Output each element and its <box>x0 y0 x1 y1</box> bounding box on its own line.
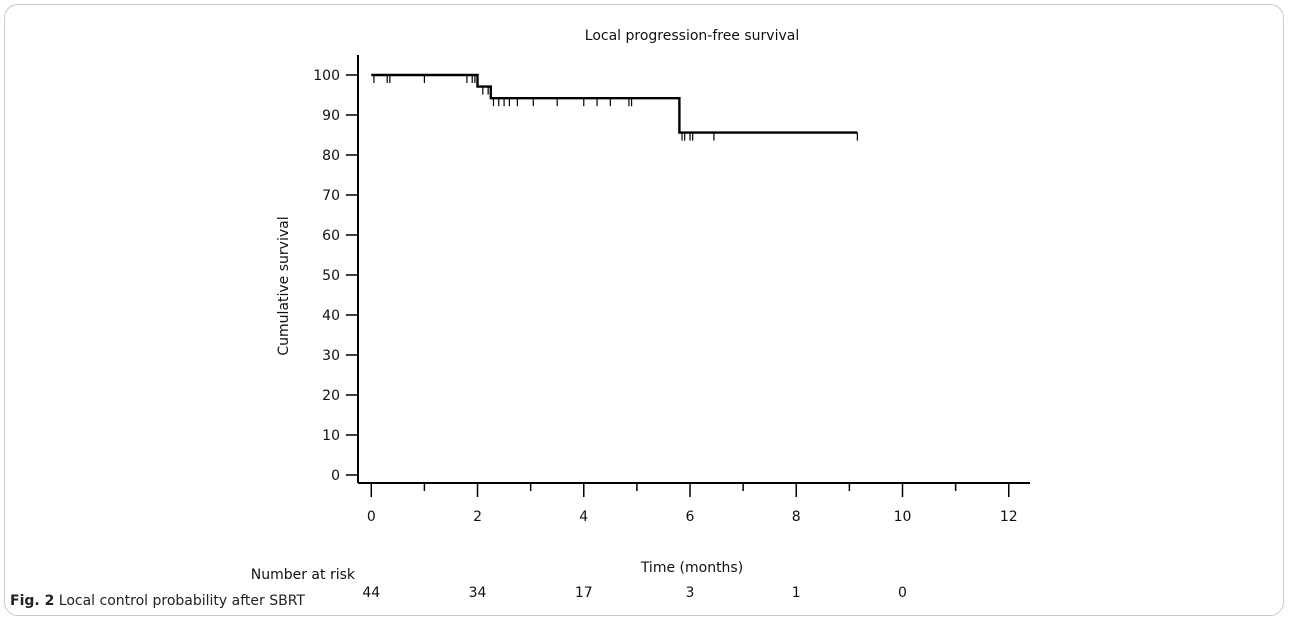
chart-title: Local progression-free survival <box>585 28 799 44</box>
y-tick-label: 50 <box>322 268 340 284</box>
y-tick-label: 20 <box>322 388 340 404</box>
x-axis-ticks: 0 2 4 6 8 10 12 <box>367 483 1018 525</box>
survival-curve <box>371 75 857 133</box>
risk-count: 3 <box>686 585 695 601</box>
risk-count: 0 <box>898 585 907 601</box>
x-tick-label: 6 <box>686 509 695 525</box>
y-tick-label: 30 <box>322 348 340 364</box>
y-tick-label: 70 <box>322 188 340 204</box>
y-tick-label: 40 <box>322 308 340 324</box>
y-tick-label: 90 <box>322 108 340 124</box>
y-tick-label: 80 <box>322 148 340 164</box>
x-tick-label: 2 <box>473 509 482 525</box>
risk-count: 1 <box>792 585 801 601</box>
y-tick-label: 10 <box>322 428 340 444</box>
y-tick-label: 60 <box>322 228 340 244</box>
y-tick-label: 0 <box>331 468 340 484</box>
x-tick-label: 4 <box>579 509 588 525</box>
x-tick-label: 12 <box>1000 509 1018 525</box>
censor-marks <box>374 75 857 141</box>
figure-caption-text: Local control probability after SBRT <box>59 593 305 609</box>
risk-count: 44 <box>362 585 380 601</box>
x-tick-label: 0 <box>367 509 376 525</box>
figure-caption: Fig. 2 Local control probability after S… <box>10 593 305 609</box>
y-axis-label: Cumulative survival <box>276 216 292 355</box>
x-axis-label: Time (months) <box>640 560 743 576</box>
y-axis-ticks: 0 10 20 30 40 50 60 70 80 90 100 <box>313 68 358 484</box>
survival-step-line <box>371 75 857 133</box>
risk-table-label: Number at risk <box>251 567 356 583</box>
figure-label: Fig. 2 <box>10 593 54 609</box>
axes <box>358 55 1030 483</box>
risk-count: 34 <box>469 585 487 601</box>
y-tick-label: 100 <box>313 68 340 84</box>
x-tick-label: 10 <box>894 509 912 525</box>
x-tick-label: 8 <box>792 509 801 525</box>
risk-count: 17 <box>575 585 593 601</box>
risk-table: 44 34 17 3 1 0 <box>362 585 907 601</box>
